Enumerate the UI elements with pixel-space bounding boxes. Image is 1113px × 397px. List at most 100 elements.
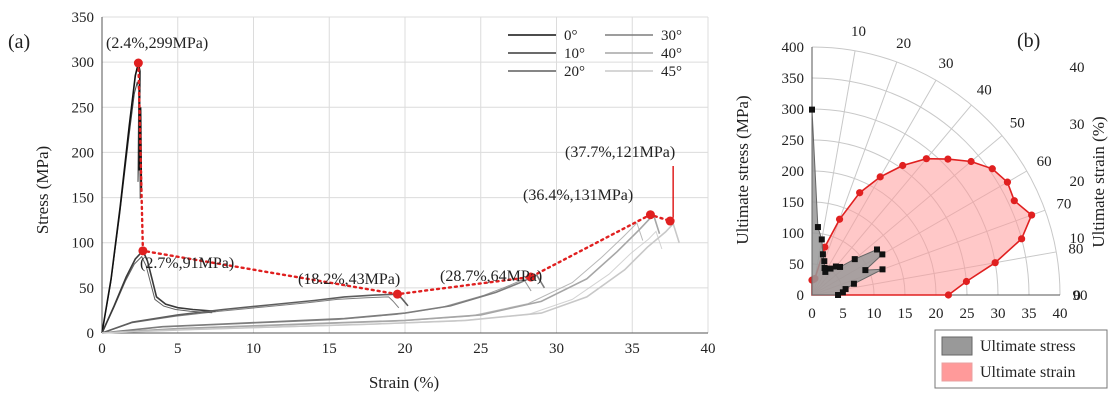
stress-tick-label: 50 [789, 257, 804, 273]
y-tick-label: 300 [72, 55, 95, 71]
panel-a-trend [133, 58, 675, 299]
stress-point [862, 267, 869, 274]
legend-swatch [941, 362, 973, 382]
strain-point [967, 157, 975, 166]
x-tick-label: 25 [473, 341, 488, 357]
angle-label: 50 [1010, 116, 1025, 132]
angle-label: 10 [851, 24, 866, 40]
strain-point [821, 243, 829, 251]
strain-tick-label: 30 [991, 306, 1006, 322]
stress-tick-label: 200 [782, 164, 805, 180]
stress-point [850, 280, 857, 287]
strain-point [922, 155, 930, 163]
strain-tick-label: 15 [898, 306, 913, 322]
panel-b-left-label: Ultimate stress (MPa) [733, 95, 752, 244]
x-tick-label: 0 [98, 341, 106, 357]
stress-point [839, 289, 846, 296]
right-strain-tick-label: 40 [1070, 60, 1085, 76]
annotation-label: (2.4%,299MPa) [106, 35, 208, 52]
x-tick-label: 35 [625, 341, 640, 357]
stress-point [814, 224, 821, 231]
panel-b: (b) 0 5 10 15 20 25 30 35 4005010015020025030035… [733, 24, 1108, 389]
x-tick-label: 10 [246, 341, 261, 357]
strain-point [899, 161, 907, 170]
annotation-label: (37.7%,121MPa) [565, 144, 675, 161]
annotation-label: (28.7%,64MPa) [440, 268, 542, 285]
right-strain-tick-label: 20 [1070, 174, 1085, 190]
ultimate-point [133, 58, 143, 68]
panel-a-label: (a) [8, 31, 30, 53]
ultimate-point [526, 272, 536, 282]
stress-tick-label: 250 [782, 133, 805, 149]
panel-a-xlabel: Strain (%) [369, 373, 439, 392]
stress-point [879, 251, 886, 258]
strain-point [856, 189, 864, 197]
panel-b-right-label: Ultimate strain (%) [1089, 116, 1108, 247]
series-replicate-5 [101, 230, 663, 334]
legend-label: 40° [661, 46, 682, 62]
stress-point [822, 268, 829, 275]
legend-label: 45° [661, 64, 682, 80]
right-strain-tick-label: 30 [1070, 117, 1085, 133]
stress-point [819, 251, 826, 258]
stress-tick-label: 300 [782, 102, 805, 118]
panel-b-legend: Ultimate stress Ultimate strain [934, 329, 1108, 389]
panel-a-annotations: (2.4%,299MPa) (2.7%,91MPa) (18.2%,43MPa) (2… [106, 35, 675, 288]
stress-point [837, 263, 844, 270]
panel-b-series [808, 106, 1036, 299]
panel-a-axes: 0 5 10 15 20 25 30 35 40 0 50 100 150 200 250 300 350 [72, 10, 716, 357]
stress-point [832, 263, 839, 270]
stress-point [821, 265, 828, 272]
strain-tick-label: 5 [839, 306, 847, 322]
ultimate-point [665, 216, 675, 226]
x-tick-label: 30 [549, 341, 564, 357]
y-tick-label: 200 [72, 145, 95, 161]
stress-point [818, 236, 825, 243]
legend-label: Ultimate stress [980, 338, 1076, 355]
ultimate-point [392, 289, 402, 299]
stress-point [874, 246, 881, 253]
stress-tick-label: 100 [782, 226, 805, 242]
strain-point [1018, 235, 1026, 243]
y-tick-label: 250 [72, 100, 95, 116]
y-tick-label: 100 [72, 236, 95, 252]
panel-a-ylabel: Stress (MPa) [33, 146, 52, 234]
legend-label: 0° [564, 28, 578, 44]
x-tick-label: 20 [398, 341, 413, 357]
legend-swatch [941, 336, 973, 356]
legend-label: 30° [661, 28, 682, 44]
series-replicate-2 [101, 296, 400, 334]
strain-point [876, 173, 884, 181]
stress-point [851, 256, 858, 263]
ultimate-point [138, 246, 148, 256]
strain-tick-label: 20 [929, 306, 944, 322]
legend-label: 20° [564, 64, 585, 80]
stress-tick-label: 0 [797, 288, 805, 304]
angle-label: 70 [1056, 196, 1071, 212]
strain-tick-label: 25 [960, 306, 975, 322]
strain-point [991, 259, 999, 267]
y-tick-label: 0 [87, 326, 95, 342]
panel-b-ticks: 0 5 10 15 20 25 30 35 40050100150200250300350400… [782, 24, 1088, 322]
strain-point [835, 215, 844, 223]
strain-tick-label: 35 [1022, 306, 1037, 322]
legend-label: Ultimate strain [980, 364, 1076, 381]
stress-point [809, 106, 815, 113]
strain-point [944, 291, 953, 299]
stress-tick-label: 350 [782, 71, 805, 87]
angle-label: 60 [1037, 154, 1052, 170]
strain-point [962, 277, 971, 286]
strain-point [1010, 197, 1018, 205]
panel-a: (a) 0 5 10 15 20 25 30 35 40 0 50 100 150 200 250 300 35… [8, 10, 716, 392]
x-tick-label: 40 [701, 341, 716, 357]
ultimate-point [645, 210, 655, 220]
angle-label: 80 [1068, 241, 1083, 257]
legend-label: 10° [564, 46, 585, 62]
series-replicate-3 [101, 278, 532, 334]
y-tick-label: 350 [72, 10, 95, 26]
series-replicate-4 [101, 222, 644, 334]
angle-label: 20 [896, 36, 911, 52]
stress-point [827, 265, 834, 272]
y-tick-label: 50 [79, 281, 94, 297]
